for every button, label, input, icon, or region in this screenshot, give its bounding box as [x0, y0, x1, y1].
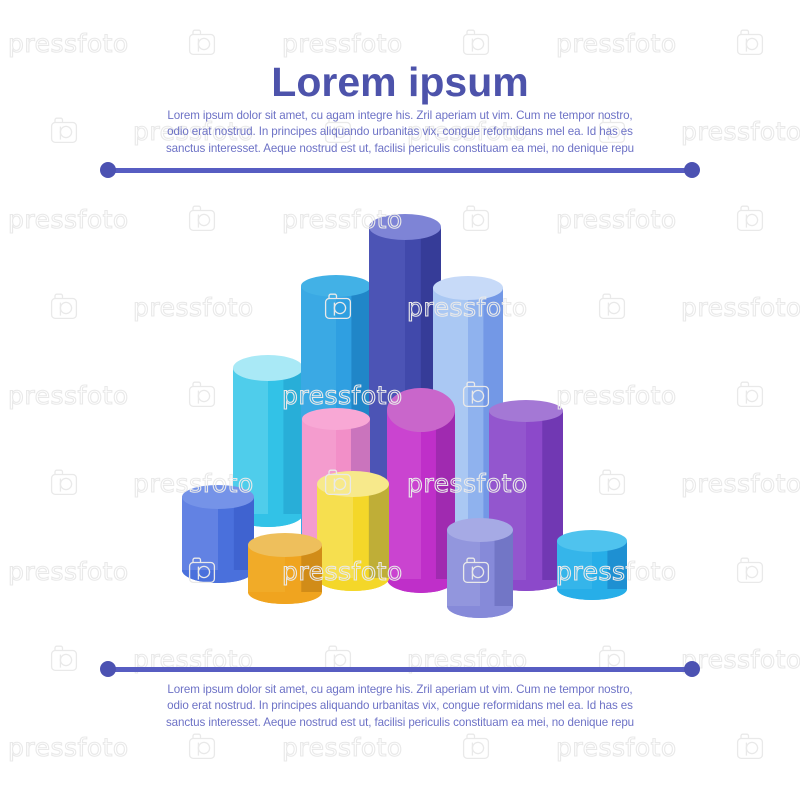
- paragraph-line: Lorem ipsum dolor sit amet, cu agam inte…: [167, 683, 633, 696]
- cylinder-cap: [317, 471, 389, 497]
- cylinder-magenta: [387, 388, 455, 593]
- cylinder-body-shadow: [368, 484, 389, 578]
- paragraph-line: Lorem ipsum dolor sit amet, cu agam inte…: [167, 109, 633, 122]
- cylinder-body-shadow: [301, 545, 322, 592]
- cylinder-cap: [302, 408, 370, 430]
- cylinder-bottom-bulge: [447, 606, 513, 618]
- cylinder-cap: [489, 400, 563, 422]
- cylinder-yellow: [317, 471, 389, 591]
- intro-paragraph-bottom: Lorem ipsum dolor sit amet, cu agam inte…: [0, 682, 800, 731]
- cylinder-cap: [301, 275, 371, 297]
- cylinder-purple: [489, 400, 563, 591]
- cylinder-lavender: [447, 518, 513, 618]
- divider-top-left-dot: [100, 162, 116, 178]
- cylinder-cap: [233, 355, 303, 381]
- cylinder-bottom-bulge: [557, 589, 627, 600]
- paragraph-line: sanctus interesset. Aeque nostrud est ut…: [165, 141, 635, 155]
- cylinder-bottom-bulge: [182, 570, 254, 583]
- divider-bottom-left-dot: [100, 661, 116, 677]
- cylinder-orange: [248, 533, 322, 604]
- cylinder-body-highlight: [387, 410, 421, 579]
- cylinder-cyan-small: [557, 530, 627, 600]
- paragraph-line: odio erat nostrud. In principes aliquand…: [167, 125, 633, 139]
- cylinder-cap: [387, 388, 455, 432]
- divider-bottom-right-dot: [684, 661, 700, 677]
- divider-top-right-dot: [684, 162, 700, 178]
- divider-bottom-line: [106, 667, 694, 672]
- cylinder-bottom-bulge: [317, 578, 389, 591]
- cylinder-cap: [182, 485, 254, 509]
- page-title: Lorem ipsum: [271, 59, 529, 105]
- cylinder-body-shadow: [607, 541, 627, 589]
- cylinder-cap: [447, 518, 513, 542]
- cylinder-royal-blue: [182, 485, 254, 583]
- paragraph-line: odio erat nostrud. In principes aliquand…: [167, 699, 633, 713]
- cylinder-bottom-bulge: [248, 592, 322, 604]
- cylinder-cap: [433, 276, 503, 300]
- intro-paragraph-top: Lorem ipsum dolor sit amet, cu agam inte…: [0, 108, 800, 157]
- cylinder-bottom-bulge: [387, 579, 455, 593]
- paragraph-line: sanctus interesset. Aeque nostrud est ut…: [165, 715, 635, 729]
- cylinder-cap: [248, 533, 322, 557]
- cylinder-cap: [557, 530, 627, 552]
- cylinder-body-highlight: [317, 484, 353, 578]
- cylinder-cap: [369, 214, 441, 240]
- cylinder-body-shadow: [494, 530, 513, 606]
- cylinder-body-shadow: [283, 368, 303, 514]
- divider-top-line: [106, 168, 694, 173]
- cylinder-body-shadow: [542, 411, 563, 580]
